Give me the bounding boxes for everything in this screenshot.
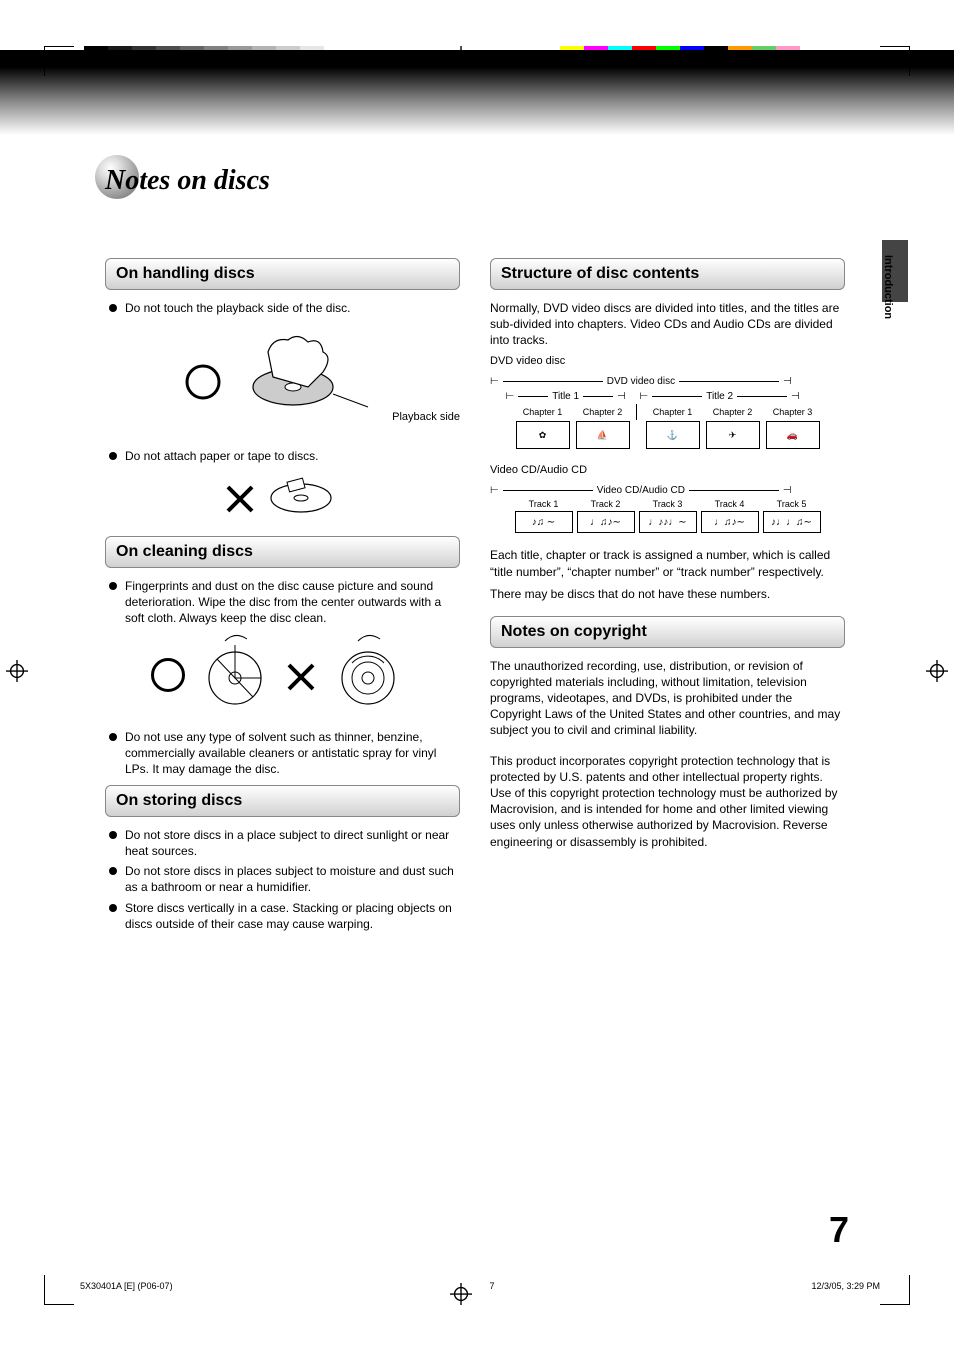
footer: 5X30401A [E] (P06-07) 7 12/3/05, 3:29 PM [80,1281,880,1291]
x-mark-icon [284,658,318,692]
crop-mark-icon [44,1275,74,1305]
section-heading-copyright: Notes on copyright [490,616,845,648]
section-heading-structure: Structure of disc contents [490,258,845,290]
diagram-label: Track 2 [577,498,635,510]
list-item: Do not store discs in places subject to … [105,863,460,895]
diagram-label: Video CD/Audio CD [597,484,685,498]
bullet-text: Do not store discs in places subject to … [125,863,460,895]
diagram-label: Track 1 [515,498,573,510]
footer-right: 12/3/05, 3:29 PM [811,1281,880,1291]
bullet-text: Do not store discs in a place subject to… [125,827,460,859]
footer-center: 7 [490,1281,495,1291]
vcd-structure-diagram: ⊢Video CD/Audio CD⊣ Track 1 Track 2 Trac… [490,484,845,534]
list-item: Do not use any type of solvent such as t… [105,729,460,778]
crop-mark-icon [44,46,74,76]
list-item: Do not attach paper or tape to discs. [105,448,460,464]
registration-mark-icon [926,660,948,682]
bullet-text: Do not attach paper or tape to discs. [125,448,460,464]
diagram-label: Title 2 [706,390,733,404]
list-item: Store discs vertically in a case. Stacki… [105,900,460,932]
crop-mark-icon [880,46,910,76]
vcd-label: Video CD/Audio CD [490,463,845,478]
diagram-label: Chapter 1 [516,406,570,418]
diagram-label: Chapter 2 [576,406,630,418]
right-column: Structure of disc contents Normally, DVD… [490,250,845,936]
diagram-label: Title 1 [552,390,579,404]
diagram-label: Track 5 [763,498,821,510]
section-heading-cleaning: On cleaning discs [105,536,460,568]
copyright-para-1: The unauthorized recording, use, distrib… [490,658,845,739]
list-item: Fingerprints and dust on the disc cause … [105,578,460,627]
structure-outro-2: There may be discs that do not have thes… [490,586,845,602]
bullet-text: Do not touch the playback side of the di… [125,300,460,316]
crop-mark-icon [880,1275,910,1305]
footer-left: 5X30401A [E] (P06-07) [80,1281,173,1291]
dvd-structure-diagram: ⊢DVD video disc⊣ ⊢Title 1⊣ ⊢Title 2⊣ Cha… [490,375,845,449]
cleaning-figure [105,633,460,717]
page-number: 7 [829,1209,849,1251]
ok-mark-icon [151,658,185,692]
diagram-label: Chapter 3 [766,406,820,418]
handling-figure-2 [105,470,460,524]
registration-mark-icon [450,46,472,68]
diagram-label: DVD video disc [607,375,675,389]
registration-mark-icon [6,660,28,682]
diagram-label: Chapter 1 [646,406,700,418]
list-item: Do not store discs in a place subject to… [105,827,460,859]
left-column: On handling discs Do not touch the playb… [105,250,460,936]
page-title: Notes on discs [105,165,270,197]
diagram-label: Chapter 2 [706,406,760,418]
section-heading-storing: On storing discs [105,785,460,817]
handling-figure-1: Playback side [105,322,460,436]
dvd-label: DVD video disc [490,354,845,369]
bullet-text: Do not use any type of solvent such as t… [125,729,460,778]
header-gradient [0,50,954,135]
diagram-label: Track 3 [639,498,697,510]
side-tab-label: Introduction [882,255,894,319]
structure-outro-1: Each title, chapter or track is assigned… [490,547,845,579]
x-mark-icon [223,480,257,514]
list-item: Do not touch the playback side of the di… [105,300,460,316]
playback-side-label: Playback side [392,410,460,425]
diagram-label: Track 4 [701,498,759,510]
copyright-para-2: This product incorporates copyright prot… [490,753,845,850]
structure-intro: Normally, DVD video discs are divided in… [490,300,845,349]
bullet-text: Store discs vertically in a case. Stacki… [125,900,460,932]
bullet-text: Fingerprints and dust on the disc cause … [125,578,460,627]
section-heading-handling: On handling discs [105,258,460,290]
